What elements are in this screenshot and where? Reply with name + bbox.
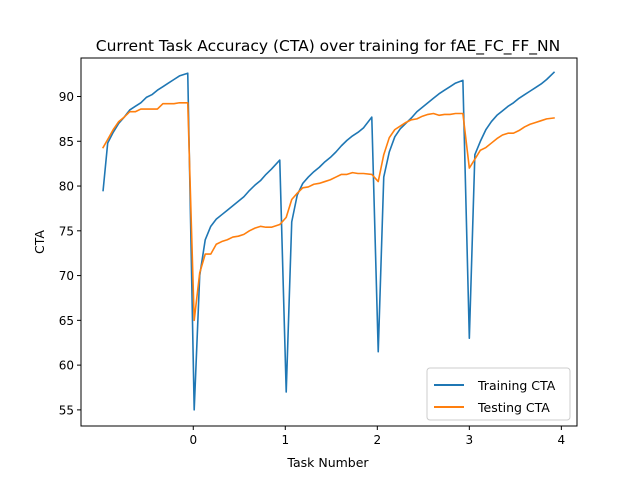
y-tick-label: 75 [59,224,74,238]
x-tick-label: 1 [281,433,289,447]
y-tick-label: 80 [59,180,74,194]
y-axis-label: CTA [32,230,47,254]
y-tick-label: 55 [59,403,74,417]
x-axis: 0 1 2 3 4 [189,426,565,447]
series-layer [101,71,556,411]
y-tick-label: 65 [59,314,74,328]
x-tick-label: 3 [466,433,474,447]
series-line-training-cta [102,71,556,411]
chart-title: Current Task Accuracy (CTA) over trainin… [96,37,561,56]
x-tick-label: 2 [373,433,381,447]
x-axis-label: Task Number [286,455,369,470]
y-tick-label: 90 [59,90,74,104]
y-axis: 55 60 65 70 75 80 85 90 [59,90,81,417]
legend-label-training: Training CTA [477,378,556,393]
plot-frame [80,57,578,427]
y-tick-label: 85 [59,135,74,149]
legend-label-testing: Testing CTA [477,400,550,415]
series-line-testing-cta [101,101,555,322]
x-tick-label: 0 [189,433,197,447]
y-tick-label: 60 [59,359,74,373]
x-tick-label: 4 [558,433,566,447]
legend: Training CTA Testing CTA [426,367,571,421]
y-tick-label: 70 [59,269,74,283]
